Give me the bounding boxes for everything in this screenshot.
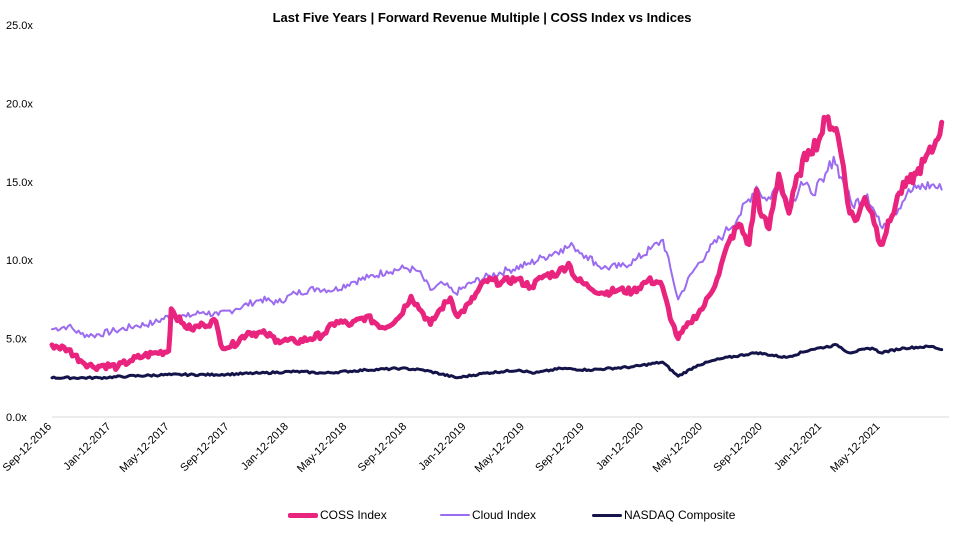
y-tick-label: 25.0x xyxy=(6,20,33,32)
y-tick-label: 0.0x xyxy=(6,412,27,424)
x-tick-label: Jan-12-2018 xyxy=(239,421,291,473)
y-tick-label: 15.0x xyxy=(6,177,33,189)
y-tick-label: 20.0x xyxy=(6,98,33,110)
series-line-cloud-index xyxy=(51,155,943,339)
x-tick-label: Sep-12-2016 xyxy=(1,421,54,474)
series-line-nasdaq-composite xyxy=(50,342,944,381)
legend-swatch-coss xyxy=(288,512,318,518)
legend-label-cloud: Cloud Index xyxy=(472,508,537,522)
x-tick-label: Sep-12-2017 xyxy=(178,421,231,474)
x-tick-label: May-12-2017 xyxy=(118,421,172,475)
x-tick-label: Jan-12-2017 xyxy=(61,421,113,473)
x-tick-label: Jan-12-2020 xyxy=(594,421,646,473)
legend: COSS Index Cloud Index NASDAQ Composite xyxy=(0,506,964,524)
x-tick-label: Jan-12-2019 xyxy=(416,421,468,473)
y-axis-ticks: 0.0x 5.0x 10.0x 15.0x 20.0x 25.0x xyxy=(6,20,33,424)
legend-swatch-cloud xyxy=(440,514,470,516)
legend-item-cloud: Cloud Index xyxy=(440,506,536,524)
legend-item-coss: COSS Index xyxy=(288,506,387,524)
x-tick-label: Sep-12-2018 xyxy=(356,421,409,474)
x-tick-label: May-12-2018 xyxy=(295,421,349,475)
x-tick-label: May-12-2019 xyxy=(473,421,527,475)
series-layer xyxy=(49,114,945,381)
x-tick-label: Jan-12-2021 xyxy=(772,421,824,473)
x-tick-label: Sep-12-2020 xyxy=(711,421,764,474)
series-line-coss-index xyxy=(49,114,945,373)
x-tick-label: May-12-2021 xyxy=(828,421,882,475)
legend-label-coss: COSS Index xyxy=(320,508,387,522)
x-tick-label: May-12-2020 xyxy=(651,421,705,475)
y-tick-label: 10.0x xyxy=(6,255,33,267)
legend-item-nasdaq: NASDAQ Composite xyxy=(592,506,735,524)
x-tick-label: Sep-12-2019 xyxy=(533,421,586,474)
legend-label-nasdaq: NASDAQ Composite xyxy=(624,508,736,522)
y-tick-label: 5.0x xyxy=(6,334,27,346)
legend-swatch-nasdaq xyxy=(592,513,622,517)
chart-title: Last Five Years | Forward Revenue Multip… xyxy=(272,10,692,25)
x-axis-ticks: Sep-12-2016 Jan-12-2017 May-12-2017 Sep-12-… xyxy=(1,421,883,475)
